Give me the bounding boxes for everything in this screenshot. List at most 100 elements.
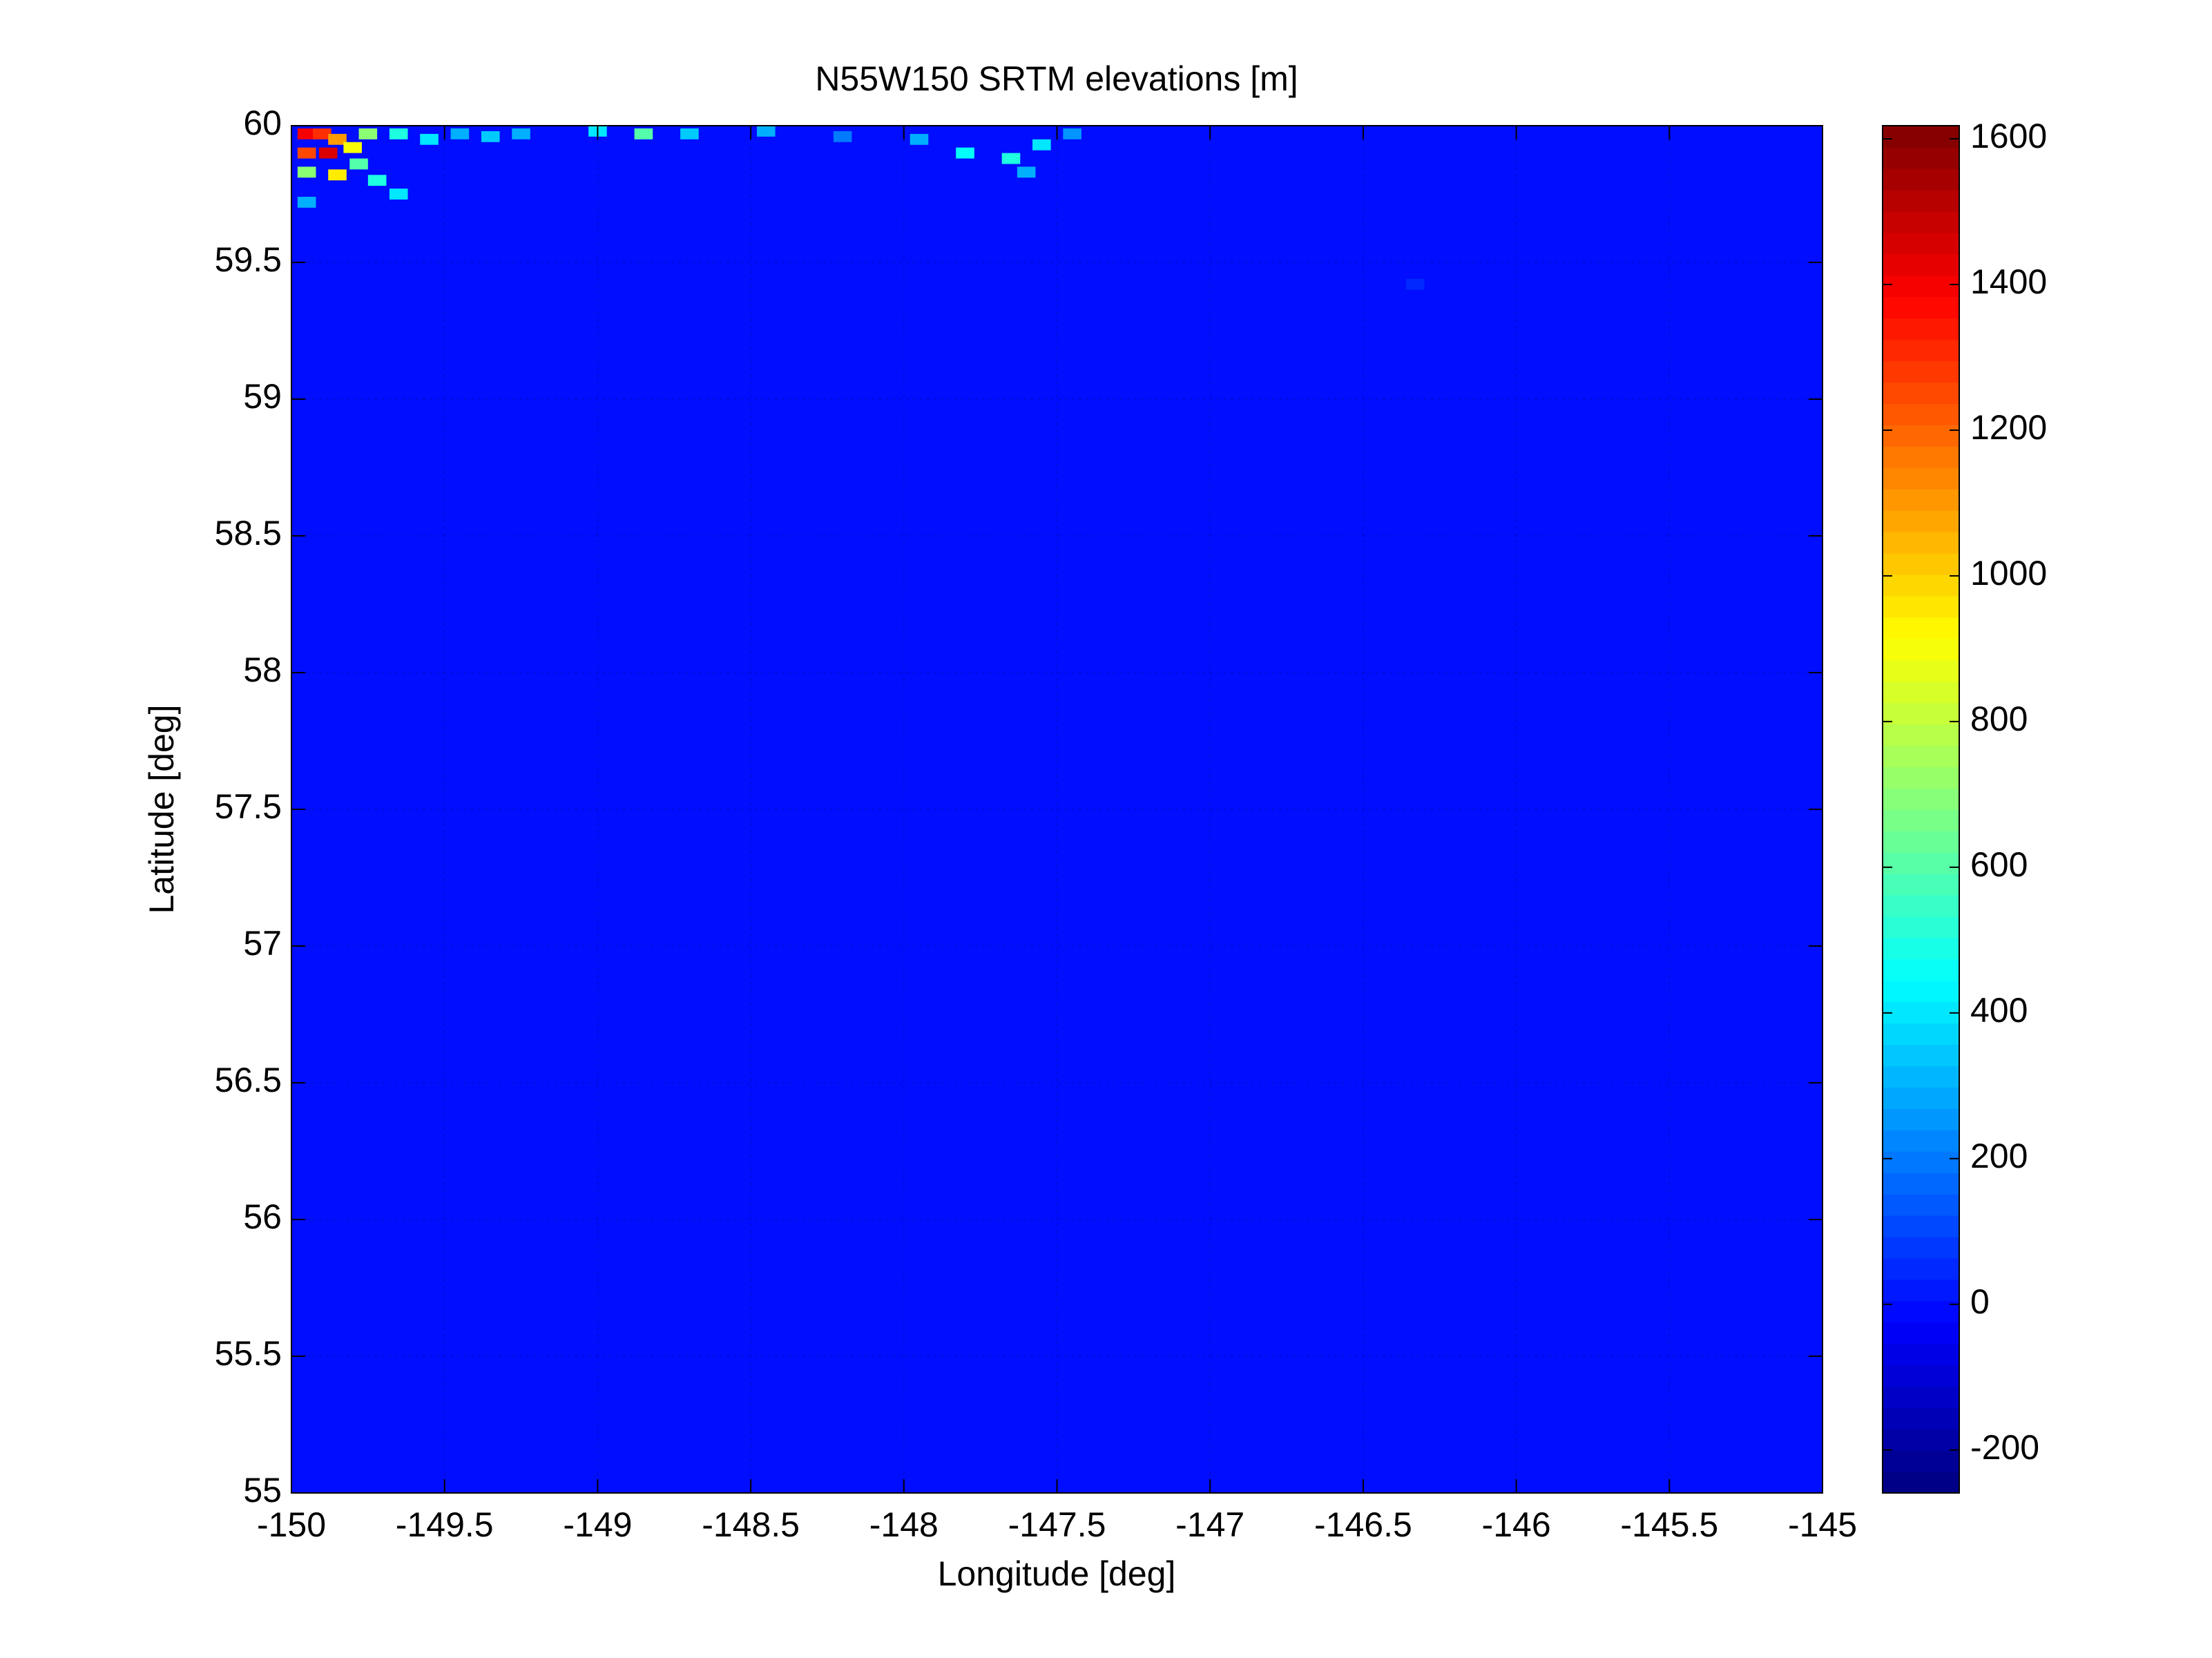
x-tick-label: -149.5: [396, 1505, 494, 1544]
colorbar-step: [1883, 1322, 1959, 1344]
colorbar-step: [1883, 467, 1959, 490]
colorbar-tick-label: 1600: [1970, 117, 2047, 155]
y-tick-label: 57.5: [215, 787, 282, 826]
colorbar-step: [1883, 788, 1959, 810]
colorbar-step: [1883, 1365, 1959, 1387]
colorbar-tick-label: -200: [1970, 1428, 2039, 1467]
colorbar-step: [1883, 1087, 1959, 1109]
x-tick-label: -147.5: [1008, 1505, 1106, 1544]
colorbar-step: [1883, 851, 1959, 874]
plot-frame: [291, 125, 1823, 1494]
y-tick-label: 59: [243, 377, 282, 416]
colorbar-step: [1883, 1429, 1959, 1451]
colorbar-step: [1883, 296, 1959, 319]
y-tick-label: 58.5: [215, 514, 282, 552]
colorbar-step: [1883, 1386, 1959, 1409]
colorbar-step: [1883, 232, 1959, 255]
cell: [910, 133, 929, 145]
colorbar-step: [1883, 830, 1959, 853]
colorbar-step: [1883, 1257, 1959, 1280]
y-axis-label: Latitude [deg]: [142, 704, 181, 914]
colorbar-step: [1883, 617, 1959, 639]
colorbar-step: [1883, 1215, 1959, 1237]
cell: [956, 147, 974, 159]
cell: [1032, 139, 1051, 151]
colorbar-step: [1883, 126, 1959, 148]
cell: [318, 147, 338, 159]
x-tick-label: -146.5: [1314, 1505, 1412, 1544]
colorbar-step: [1883, 1193, 1959, 1216]
x-tick-label: -145: [1788, 1505, 1857, 1544]
cell: [313, 128, 331, 139]
colorbar-step: [1883, 1108, 1959, 1130]
colorbar-step: [1883, 702, 1959, 725]
colorbar-step: [1883, 1450, 1959, 1472]
cell: [297, 147, 316, 159]
x-axis-label: Longitude [deg]: [938, 1554, 1176, 1593]
y-tick-label: 57: [243, 924, 282, 963]
colorbar-step: [1883, 403, 1959, 425]
y-tick-label: 60: [243, 104, 282, 142]
x-tick-label: -146: [1482, 1505, 1551, 1544]
y-tick-label: 55: [243, 1471, 282, 1510]
colorbar-step: [1883, 168, 1959, 191]
colorbar-step: [1883, 510, 1959, 532]
cell: [420, 133, 439, 145]
colorbar-step: [1883, 595, 1959, 618]
colorbar-step: [1883, 1130, 1959, 1152]
x-tick-label: -145.5: [1620, 1505, 1718, 1544]
cell: [297, 128, 316, 139]
cell: [343, 142, 362, 153]
colorbar-step: [1883, 916, 1959, 938]
colorbar-tick-label: 1000: [1970, 554, 2047, 592]
colorbar-step: [1883, 211, 1959, 233]
colorbar-step: [1883, 425, 1959, 447]
y-tick-label: 56.5: [215, 1061, 282, 1099]
colorbar-tick-label: 400: [1970, 991, 2028, 1030]
colorbar-step: [1883, 318, 1959, 340]
colorbar-step: [1883, 724, 1959, 746]
x-tick-label: -148: [869, 1505, 939, 1544]
colorbar-step: [1883, 1001, 1959, 1024]
colorbar-step: [1883, 767, 1959, 789]
colorbar-step: [1883, 189, 1959, 212]
colorbar-step: [1883, 531, 1959, 554]
cell: [367, 175, 387, 186]
cell: [349, 158, 368, 170]
chart-title: N55W150 SRTM elevations [m]: [815, 59, 1298, 98]
cell: [1405, 278, 1425, 290]
colorbar-step: [1883, 275, 1959, 298]
cell: [1063, 128, 1081, 139]
y-tick-label: 56: [243, 1197, 282, 1236]
cell: [389, 128, 408, 139]
colorbar-tick-label: 1400: [1970, 262, 2047, 301]
colorbar-step: [1883, 745, 1959, 767]
y-tick-label: 59.5: [215, 240, 282, 279]
colorbar-step: [1883, 574, 1959, 597]
y-tick-label: 55.5: [215, 1334, 282, 1373]
x-tick-label: -148.5: [702, 1505, 800, 1544]
colorbar-tick-label: 0: [1970, 1282, 1990, 1321]
colorbar-tick-label: 800: [1970, 700, 2028, 738]
cell: [328, 133, 347, 145]
colorbar-step: [1883, 873, 1959, 896]
cell: [297, 196, 316, 208]
cell: [328, 169, 347, 181]
colorbar-step: [1883, 1023, 1959, 1045]
cell: [1001, 153, 1021, 164]
colorbar-step: [1883, 894, 1959, 917]
cell: [634, 128, 653, 139]
cell: [450, 128, 470, 139]
x-tick-label: -147: [1175, 1505, 1244, 1544]
colorbar-step: [1883, 1236, 1959, 1259]
cell: [1017, 166, 1036, 178]
colorbar-step: [1883, 1300, 1959, 1323]
colorbar-step: [1883, 958, 1959, 981]
colorbar-step: [1883, 1472, 1959, 1494]
colorbar-step: [1883, 360, 1959, 383]
colorbar-step: [1883, 552, 1959, 575]
colorbar-step: [1883, 1172, 1959, 1195]
colorbar-step: [1883, 980, 1959, 1003]
colorbar-tick-label: 200: [1970, 1137, 2028, 1175]
